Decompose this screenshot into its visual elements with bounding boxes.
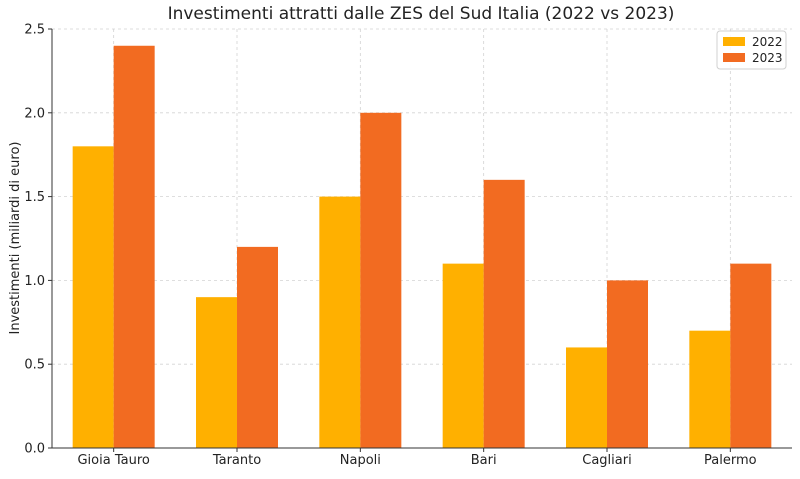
bar-2022-palermo (689, 330, 731, 448)
legend-label: 2022 (752, 35, 783, 49)
bar-2023-bari (483, 179, 525, 448)
y-tick-label: 2.5 (24, 23, 45, 38)
grid-lines (52, 28, 792, 449)
y-tick-label: 0.5 (24, 358, 45, 373)
axes (48, 28, 792, 452)
bar-2023-napoli (360, 112, 402, 449)
y-tick-label: 2.0 (24, 106, 45, 121)
chart-title: Investimenti attratti dalle ZES del Sud … (168, 4, 675, 24)
y-tick-labels: 0.0 0.5 1.0 1.5 2.0 2.5 (24, 23, 45, 457)
y-tick-label: 0.0 (24, 442, 45, 457)
x-tick-label: Gioia Tauro (77, 453, 149, 468)
legend: 2022 2023 (716, 30, 787, 70)
bar-2023-cagliari (607, 280, 648, 448)
x-tick-label: Bari (471, 453, 497, 468)
legend-label: 2023 (752, 51, 783, 65)
x-tick-label: Cagliari (582, 453, 631, 468)
bar-2023-palermo (730, 263, 772, 448)
x-tick-labels: Gioia Tauro Taranto Napoli Bari Cagliari Pale… (77, 453, 756, 468)
bar-2022-bari (442, 263, 484, 448)
legend-swatch (723, 53, 745, 62)
bar-2022-napoli (319, 196, 361, 448)
x-tick-label: Palermo (704, 453, 757, 468)
legend-swatch (723, 37, 745, 46)
y-axis-label: Investimenti (miliardi di euro) (8, 142, 23, 335)
bar-2023-gioia-tauro (113, 45, 155, 448)
bar-2022-cagliari (566, 347, 607, 448)
bar-2022-gioia-tauro (72, 146, 114, 448)
x-tick-label: Taranto (212, 453, 261, 468)
bars (72, 45, 772, 449)
y-tick-label: 1.5 (24, 190, 45, 205)
bar-2022-taranto (196, 297, 237, 448)
y-tick-label: 1.0 (24, 274, 45, 289)
bar-2023-taranto (237, 246, 278, 448)
x-tick-label: Napoli (340, 453, 381, 468)
